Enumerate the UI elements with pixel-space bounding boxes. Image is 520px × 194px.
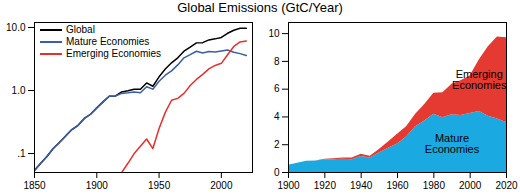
svg-text:.1: .1: [17, 148, 26, 159]
svg-text:MatureEconomies: MatureEconomies: [425, 132, 480, 155]
svg-text:EmergingEconomies: EmergingEconomies: [452, 68, 507, 91]
svg-text:6: 6: [274, 83, 280, 94]
html-text:Global: Global: [66, 24, 95, 35]
html-text:Mature Economies: Mature Economies: [66, 36, 150, 47]
html-text:Emerging Economies: Emerging Economies: [66, 48, 161, 59]
svg-text:2: 2: [274, 139, 280, 150]
svg-text:1900: 1900: [277, 180, 300, 191]
svg-text:1850: 1850: [23, 180, 46, 191]
svg-text:8: 8: [274, 56, 280, 67]
svg-text:1.0: 1.0: [12, 85, 26, 96]
svg-text:1920: 1920: [314, 180, 337, 191]
svg-text:1960: 1960: [386, 180, 409, 191]
svg-text:2000: 2000: [210, 180, 233, 191]
svg-text:1940: 1940: [350, 180, 373, 191]
svg-text:1950: 1950: [148, 180, 171, 191]
svg-text:1900: 1900: [86, 180, 109, 191]
svg-text:4: 4: [274, 111, 280, 122]
svg-text:2020: 2020: [495, 180, 518, 191]
svg-text:0: 0: [274, 167, 280, 178]
svg-text:10: 10: [268, 28, 280, 39]
svg-text:2000: 2000: [459, 180, 482, 191]
svg-text:10.0: 10.0: [6, 22, 26, 33]
html-text:Global Emissions (GtC/Year): Global Emissions (GtC/Year): [177, 0, 343, 15]
svg-text:1980: 1980: [423, 180, 446, 191]
